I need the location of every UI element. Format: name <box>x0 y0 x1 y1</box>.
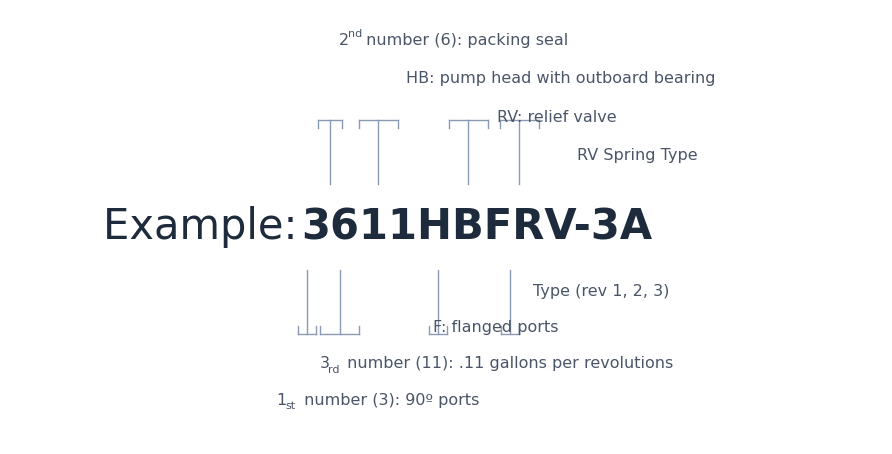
Text: Type (rev 1, 2, 3): Type (rev 1, 2, 3) <box>533 284 669 299</box>
Text: 2: 2 <box>339 33 349 48</box>
Text: Example:: Example: <box>103 206 310 248</box>
Text: number (3): 90º ports: number (3): 90º ports <box>299 393 479 408</box>
Text: nd: nd <box>348 29 362 39</box>
Text: 3: 3 <box>319 356 329 371</box>
Text: RV: relief valve: RV: relief valve <box>497 110 616 125</box>
Text: HB: pump head with outboard bearing: HB: pump head with outboard bearing <box>406 71 715 86</box>
Text: number (11): .11 gallons per revolutions: number (11): .11 gallons per revolutions <box>342 356 673 371</box>
Text: F: flanged ports: F: flanged ports <box>433 320 558 335</box>
Text: rd: rd <box>328 365 340 375</box>
Text: st: st <box>285 401 295 411</box>
Text: 1: 1 <box>277 393 286 408</box>
Text: 3611HBFRV-3A: 3611HBFRV-3A <box>301 206 653 248</box>
Text: number (6): packing seal: number (6): packing seal <box>361 33 568 48</box>
Text: RV Spring Type: RV Spring Type <box>577 148 698 163</box>
